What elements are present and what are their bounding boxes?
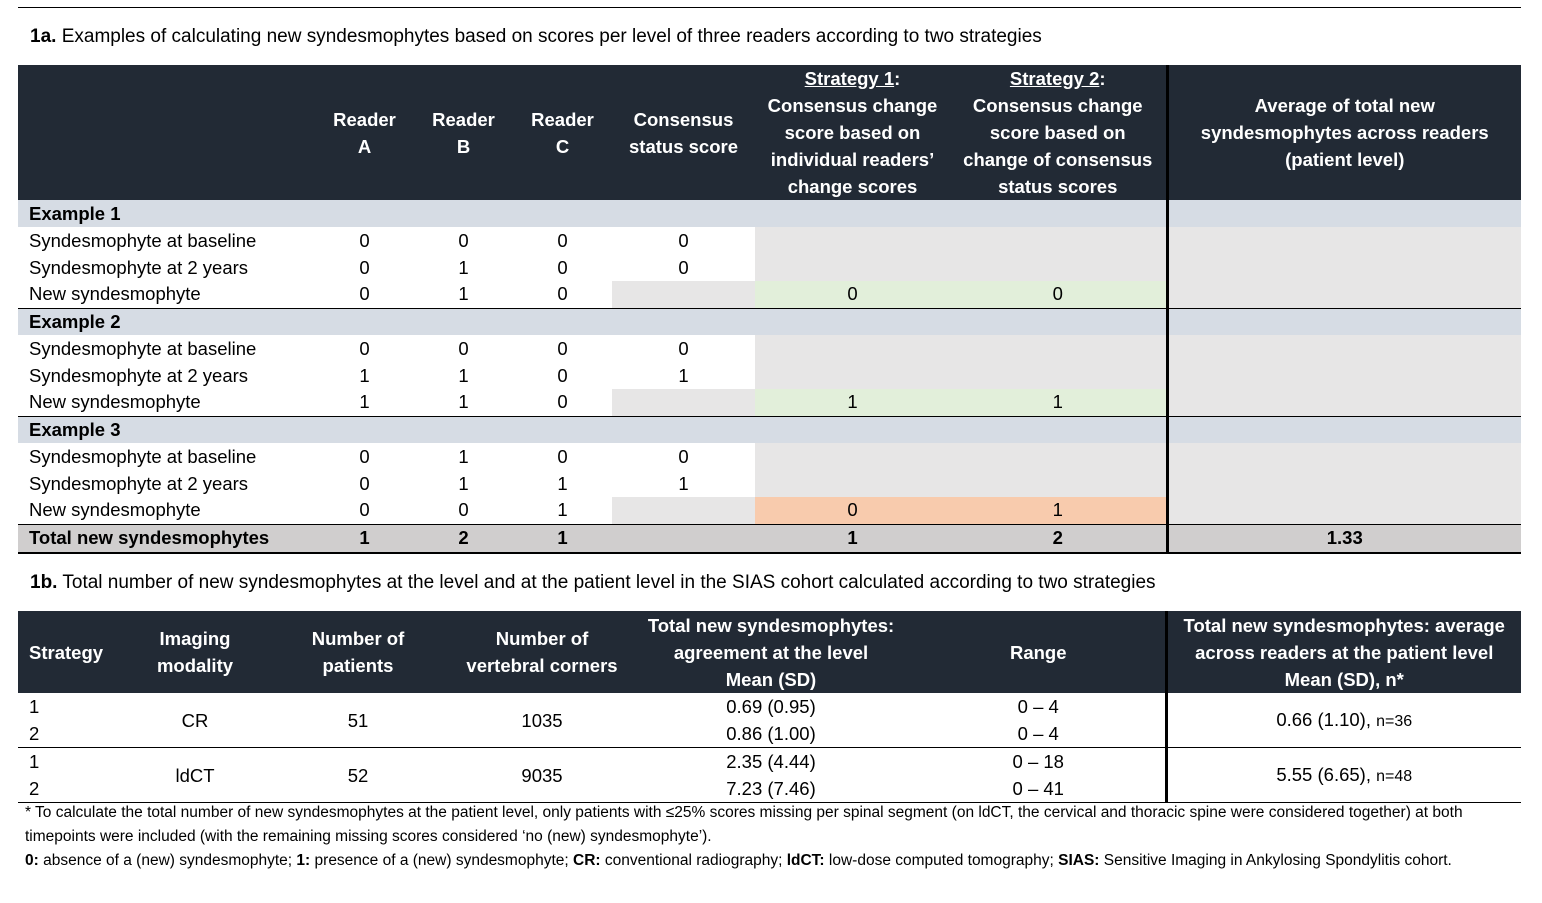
footnote-patient-level: * To calculate the total number of new s… bbox=[25, 804, 1463, 845]
header-average: Average of total new syndesmophytes acros… bbox=[1167, 65, 1521, 200]
modality-cell: CR bbox=[128, 693, 262, 748]
header-strategy: Strategy bbox=[18, 611, 128, 693]
table-row: 2 7.23 (7.46) 0 – 41 bbox=[18, 775, 1521, 803]
table-row: Syndesmophyte at 2 years 0 1 0 0 bbox=[18, 254, 1521, 281]
average-total: 1.33 bbox=[1167, 523, 1521, 554]
table-1b-caption: 1b. Total number of new syndesmophytes a… bbox=[30, 572, 1156, 594]
caption-text: Total number of new syndesmophytes at th… bbox=[62, 572, 1156, 593]
patient-level-cell: 5.55 (6.65), n=48 bbox=[1166, 747, 1521, 803]
table-row: New syndesmophyte 0 1 0 0 0 bbox=[18, 281, 1521, 309]
header-strategy-1: Strategy 1: Consensus change score based o… bbox=[755, 65, 950, 200]
table-row: New syndesmophyte 1 1 0 1 1 bbox=[18, 389, 1521, 417]
header-patient-level: Total new syndesmophytes: average across … bbox=[1166, 611, 1521, 693]
table-1a-caption: 1a. Examples of calculating new syndesmo… bbox=[30, 26, 1042, 48]
header-reader-b: Reader B bbox=[414, 65, 513, 200]
table-1a: Reader A Reader B Reader C Consensus status … bbox=[18, 65, 1521, 554]
caption-label: 1a. bbox=[30, 26, 57, 47]
strategy-1-cell: 1 bbox=[755, 389, 950, 417]
patient-level-cell: 0.66 (1.10), n=36 bbox=[1166, 693, 1521, 748]
example-title: Example 1 bbox=[18, 200, 950, 227]
table-row: Syndesmophyte at baseline 0 1 0 0 bbox=[18, 443, 1521, 470]
table-1b: Strategy Imaging modality Number of patien… bbox=[18, 611, 1521, 803]
header-reader-a: Reader A bbox=[315, 65, 414, 200]
strategy-2-cell: 0 bbox=[950, 281, 1169, 309]
strategy-2-cell: 1 bbox=[950, 497, 1169, 524]
header-modality: Imaging modality bbox=[128, 611, 262, 693]
header-patients: Number of patients bbox=[262, 611, 454, 693]
total-label: Total new syndesmophytes bbox=[18, 523, 315, 554]
example-title-row: Example 3 bbox=[18, 416, 1521, 443]
table-row: Syndesmophyte at 2 years 0 1 1 1 bbox=[18, 470, 1521, 497]
table-row: 1 ldCT 52 9035 2.35 (4.44) 0 – 18 5.55 (… bbox=[18, 747, 1521, 803]
table-1b-header: Strategy Imaging modality Number of patien… bbox=[18, 611, 1521, 693]
total-row: Total new syndesmophytes 1 2 1 1 2 1.33 bbox=[18, 523, 1521, 554]
strategy-1-cell: 0 bbox=[755, 497, 950, 524]
table-row: Syndesmophyte at baseline 0 0 0 0 bbox=[18, 227, 1521, 254]
example-title: Example 2 bbox=[18, 308, 950, 335]
table-row: Syndesmophyte at 2 years 1 1 0 1 bbox=[18, 362, 1521, 389]
header-blank bbox=[18, 65, 315, 200]
strategy-2-cell: 1 bbox=[950, 389, 1169, 417]
example-title-row: Example 1 bbox=[18, 200, 1521, 227]
header-consensus: Consensus status score bbox=[612, 65, 755, 200]
header-strategy-2: Strategy 2: Consensus change score based o… bbox=[950, 65, 1169, 200]
example-title: Example 3 bbox=[18, 416, 950, 443]
table-row: 2 0.86 (1.00) 0 – 4 bbox=[18, 720, 1521, 748]
footnote-abbreviations: 0: absence of a (new) syndesmophyte; 1: … bbox=[25, 852, 1452, 869]
table-row: 1 CR 51 1035 0.69 (0.95) 0 – 4 0.66 (1.1… bbox=[18, 693, 1521, 748]
header-range: Range bbox=[912, 611, 1168, 693]
example-title-row: Example 2 bbox=[18, 308, 1521, 335]
modality-cell: ldCT bbox=[128, 747, 262, 803]
top-rule bbox=[18, 7, 1521, 8]
caption-label: 1b. bbox=[30, 572, 58, 593]
table-row: Syndesmophyte at baseline 0 0 0 0 bbox=[18, 335, 1521, 362]
header-reader-c: Reader C bbox=[513, 65, 612, 200]
table-1a-header: Reader A Reader B Reader C Consensus status … bbox=[18, 65, 1521, 200]
header-level: Total new syndesmophytes: agreement at th… bbox=[630, 611, 912, 693]
table-row: New syndesmophyte 0 0 1 0 1 bbox=[18, 497, 1521, 524]
strategy-1-cell: 0 bbox=[755, 281, 950, 309]
caption-text: Examples of calculating new syndesmophyt… bbox=[61, 26, 1042, 47]
header-corners: Number of vertebral corners bbox=[454, 611, 630, 693]
